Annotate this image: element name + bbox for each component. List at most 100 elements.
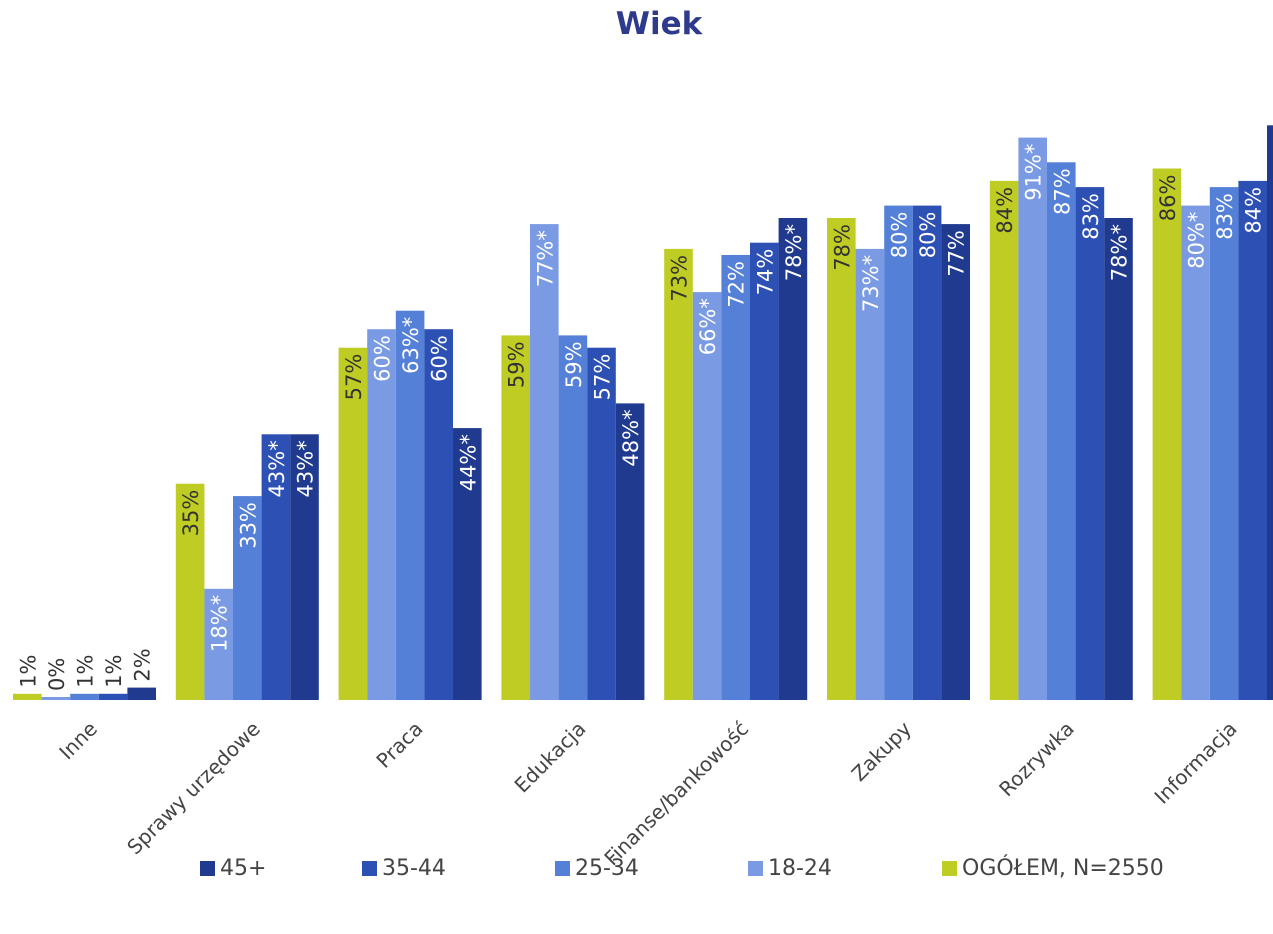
data-label-sprawy-urzędowe-35-44: 43%*	[265, 440, 289, 497]
chart-title: Wiek	[615, 6, 703, 42]
legend-label: 18-24	[768, 856, 832, 881]
bar-informacja-18-24	[1181, 205, 1210, 700]
data-label-sprawy-urzędowe-18-24: 18%*	[208, 595, 232, 652]
data-label-inne-ogółem-n-2550: 1%	[16, 654, 40, 687]
bar-praca-25-34	[395, 310, 425, 700]
legend-item-25-34: 25-34	[555, 856, 639, 881]
bar-edukacja-25-34	[558, 335, 588, 700]
bar-informacja-45	[1267, 125, 1273, 701]
legend-swatch	[362, 861, 377, 876]
data-label-finanse-bankowość-35-44: 74%	[753, 249, 777, 296]
bar-rozrywka-35-44	[1075, 187, 1105, 701]
data-label-informacja-25-34: 83%	[1213, 193, 1237, 240]
data-label-zakupy-45: 77%	[945, 230, 969, 277]
data-label-finanse-bankowość-25-34: 72%	[725, 261, 749, 308]
data-label-informacja-ogółem-n-2550: 86%	[1156, 175, 1180, 222]
data-label-rozrywka-35-44: 83%	[1079, 193, 1103, 240]
bar-finanse-bankowość-18-24	[692, 292, 722, 700]
bar-rozrywka-45	[1104, 218, 1133, 700]
legend-swatch	[942, 861, 957, 876]
data-label-rozrywka-25-34: 87%	[1050, 168, 1074, 215]
data-label-sprawy-urzędowe-45: 43%*	[294, 440, 318, 497]
data-labels-group: 1% 0% 1% 1% 2%35%18%*33%43%* 43%*57% 60% 63%* 60…	[16, 131, 1273, 691]
data-label-zakupy-ogółem-n-2550: 78%	[830, 224, 854, 271]
bar-finanse-bankowość-25-34	[721, 255, 750, 700]
data-label-sprawy-urzędowe-25-34: 33%	[236, 502, 260, 549]
bar-zakupy-25-34	[884, 205, 913, 700]
data-label-praca-18-24: 60%	[371, 335, 395, 382]
data-label-finanse-bankowość-45: 78%*	[782, 224, 806, 281]
bar-zakupy-18-24	[855, 248, 885, 700]
bar-inne-ogółem-n-2550	[13, 693, 42, 700]
data-label-praca-ogółem-n-2550: 57%	[342, 354, 366, 401]
data-label-informacja-45: 93%*	[1270, 131, 1273, 188]
data-label-informacja-18-24: 80%*	[1185, 212, 1209, 269]
data-label-zakupy-35-44: 80%	[916, 212, 940, 259]
data-label-rozrywka-45: 78%*	[1108, 224, 1132, 281]
bar-informacja-ogółem-n-2550	[1152, 168, 1182, 700]
bar-finanse-bankowość-45	[778, 218, 808, 700]
data-label-finanse-bankowość-18-24: 66%*	[696, 298, 720, 355]
bar-praca-35-44	[424, 329, 453, 700]
data-label-inne-35-44: 1%	[102, 654, 126, 687]
data-label-inne-18-24: 0%	[45, 658, 69, 691]
legend-item-45: 45+	[200, 856, 266, 881]
category-label-inne: Inne	[54, 717, 102, 765]
data-label-rozrywka-18-24: 91%*	[1022, 144, 1046, 201]
data-label-rozrywka-ogółem-n-2550: 84%	[993, 187, 1017, 234]
bar-inne-25-34	[70, 693, 99, 700]
data-label-praca-35-44: 60%	[428, 335, 452, 382]
data-label-praca-25-34: 63%*	[399, 317, 423, 374]
bar-zakupy-ogółem-n-2550	[827, 218, 856, 700]
bar-rozrywka-ogółem-n-2550	[989, 180, 1019, 700]
bar-edukacja-35-44	[587, 347, 616, 700]
bar-sprawy-urzędowe-35-44	[261, 434, 291, 700]
bar-inne-18-24	[41, 697, 71, 700]
category-label-edukacja: Edukacja	[510, 717, 591, 798]
legend-item-35-44: 35-44	[362, 856, 446, 881]
bar-praca-ogółem-n-2550	[338, 347, 368, 700]
legend-swatch	[200, 861, 215, 876]
category-label-praca: Praca	[371, 717, 427, 773]
legend-label: 25-34	[575, 856, 639, 881]
bar-inne-35-44	[98, 693, 128, 700]
category-labels-group: Inne Sprawy urzędowe Praca Edukacja Finanse/…	[54, 716, 1241, 870]
data-label-edukacja-25-34: 59%	[562, 341, 586, 388]
bar-finanse-bankowość-ogółem-n-2550	[664, 248, 693, 700]
data-label-inne-25-34: 1%	[74, 654, 98, 687]
legend: 45+ 35-44 25-34 18-24 OGÓŁEM, N=2550	[0, 856, 1273, 896]
legend-label: 45+	[220, 856, 267, 881]
legend-item-ogółem-n-2550: OGÓŁEM, N=2550	[942, 856, 1164, 881]
bar-sprawy-urzędowe-45	[290, 434, 319, 700]
legend-item-18-24: 18-24	[748, 856, 832, 881]
data-label-informacja-35-44: 84%	[1242, 187, 1266, 234]
legend-label: 35-44	[382, 856, 446, 881]
bar-sprawy-urzędowe-18-24	[204, 588, 233, 700]
bar-finanse-bankowość-35-44	[750, 242, 779, 700]
data-label-edukacja-45: 48%*	[619, 409, 643, 466]
category-label-sprawy-urzędowe: Sprawy urzędowe	[122, 717, 265, 860]
data-label-sprawy-urzędowe-ogółem-n-2550: 35%	[179, 490, 203, 537]
bar-zakupy-45	[941, 224, 970, 700]
category-label-rozrywka: Rozrywka	[994, 717, 1079, 802]
bar-sprawy-urzędowe-25-34	[233, 496, 262, 700]
bar-rozrywka-25-34	[1047, 162, 1076, 701]
bar-zakupy-35-44	[912, 205, 942, 700]
data-label-edukacja-35-44: 57%	[591, 354, 615, 401]
bar-edukacja-ogółem-n-2550	[501, 335, 530, 700]
data-label-zakupy-18-24: 73%*	[859, 255, 883, 312]
bar-edukacja-45	[615, 403, 645, 700]
bar-praca-45	[453, 428, 482, 700]
bars-group	[13, 125, 1273, 701]
data-label-praca-45: 44%*	[456, 434, 480, 491]
bar-praca-18-24	[367, 329, 396, 700]
legend-label: OGÓŁEM, N=2550	[962, 856, 1164, 881]
bar-edukacja-18-24	[530, 224, 559, 700]
category-label-finanse-bankowość: Finanse/bankowość	[599, 717, 753, 871]
data-label-edukacja-18-24: 77%*	[533, 230, 557, 287]
data-label-zakupy-25-34: 80%	[888, 212, 912, 259]
category-label-informacja: Informacja	[1150, 717, 1242, 809]
data-label-edukacja-ogółem-n-2550: 59%	[505, 341, 529, 388]
bar-sprawy-urzędowe-ogółem-n-2550	[175, 483, 205, 700]
